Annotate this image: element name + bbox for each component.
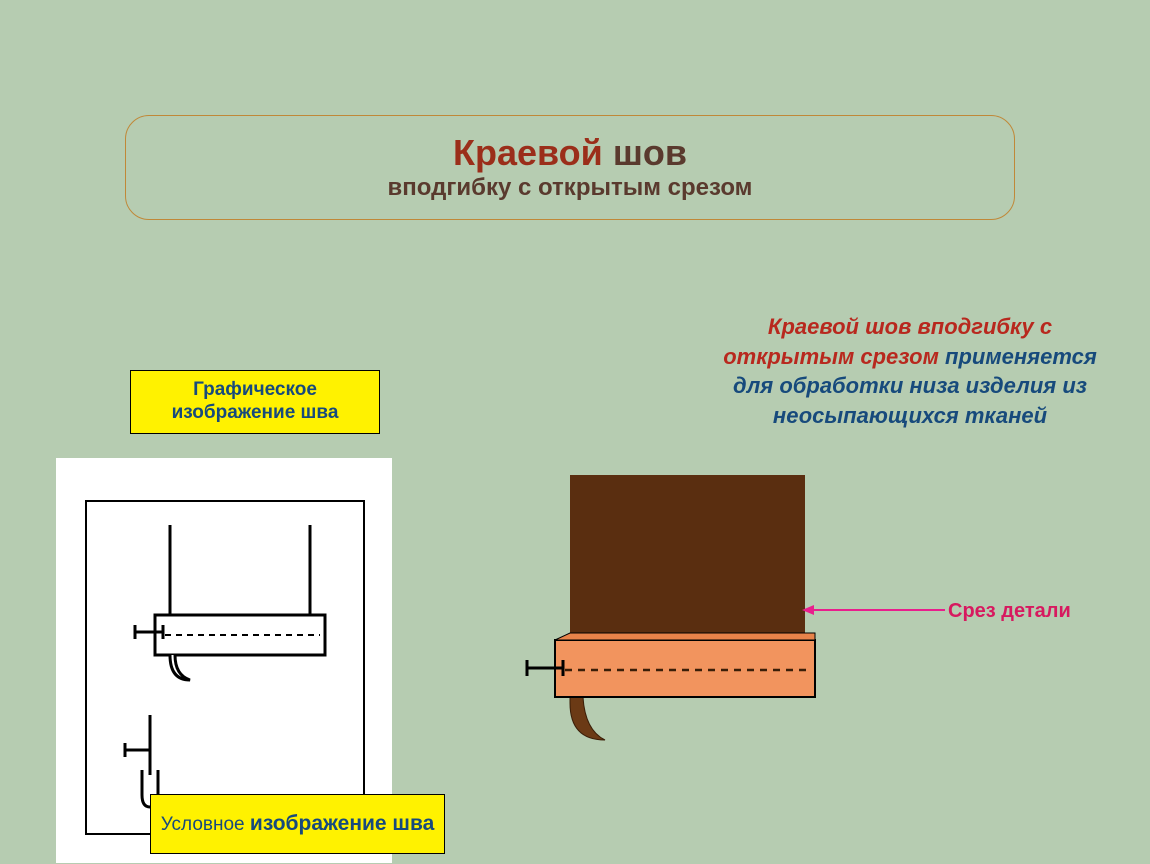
conditional-label: Условное изображение шва xyxy=(150,794,445,854)
cut-label: Срез детали xyxy=(948,600,1071,623)
desc-blue2: для обработки низа изделия из неосыпающи… xyxy=(733,373,1087,428)
conditional-label-text: Условное изображение шва xyxy=(161,811,435,837)
title-subtitle: вподгибку с открытым срезом xyxy=(388,174,753,202)
title-main: Краевой шов xyxy=(453,133,687,173)
description-text: Краевой шов вподгибку с открытым срезом … xyxy=(700,312,1120,431)
graphic-seam-diagram xyxy=(125,525,335,690)
desc-blue1: применяется xyxy=(945,344,1097,369)
cut-arrow xyxy=(800,598,950,622)
graphic-label: Графическое изображение шва xyxy=(130,370,380,434)
graphic-label-text: Графическое изображение шва xyxy=(131,379,379,425)
title-word1: Краевой xyxy=(453,132,603,173)
title-word2: шов xyxy=(613,132,687,173)
title-box: Краевой шов вподгибку с открытым срезом xyxy=(125,115,1015,220)
